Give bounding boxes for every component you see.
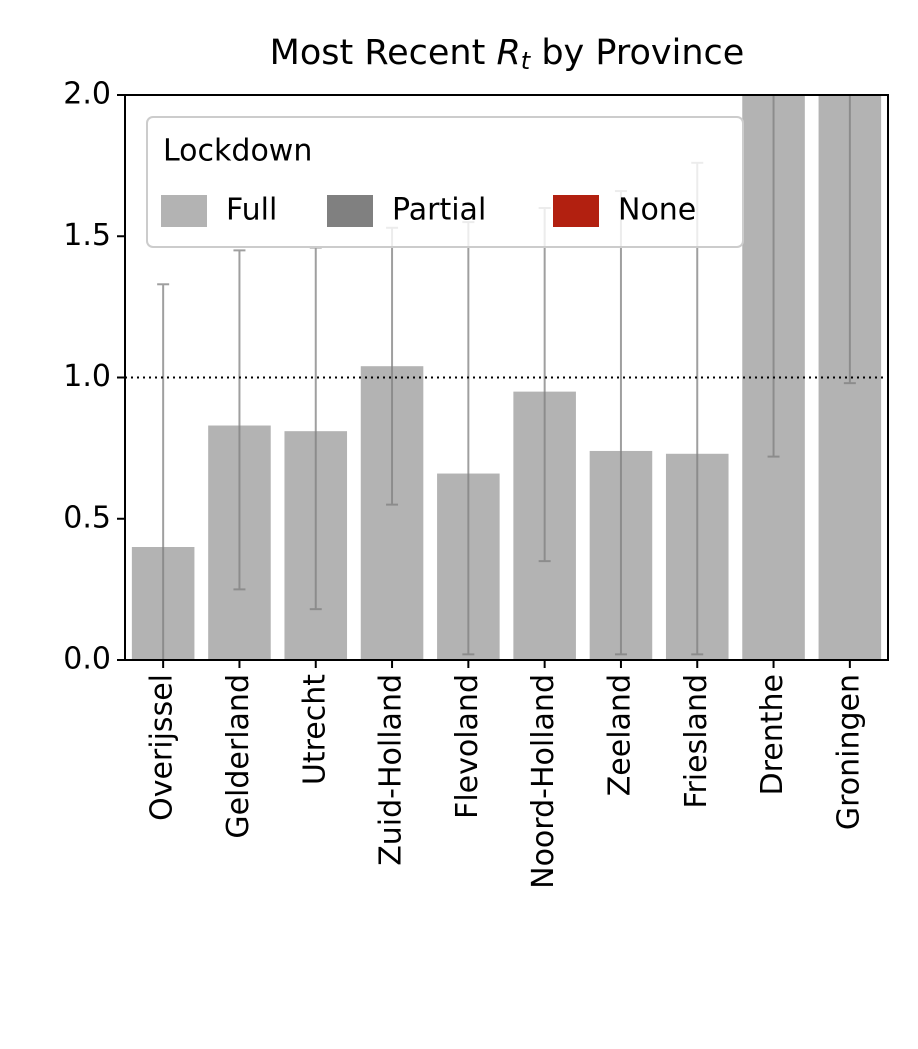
x-tick-label: Zeeland [602,674,637,796]
x-tick-label: Friesland [679,674,714,809]
error-bar [233,249,246,591]
legend-swatch [327,195,373,227]
x-tick-label: Groningen [831,674,866,830]
error-bar [157,283,170,660]
y-tick-label: 1.5 [63,218,111,253]
error-bar [767,95,780,458]
y-tick-label: 1.0 [63,359,111,394]
legend-title: Lockdown [163,134,312,169]
legend-label: Partial [392,193,486,228]
x-tick-label: Flevoland [450,674,485,819]
y-tick-label: 2.0 [63,77,111,112]
x-tick-label: Noord-Holland [526,674,561,889]
legend-swatch [553,195,599,227]
error-bar [843,95,856,385]
title-subscript: t [521,47,532,75]
x-tick-label: Zuid-Holland [374,674,409,866]
title-text: by Province [530,33,744,73]
plot-area [131,95,882,660]
x-tick-label: Utrecht [297,674,332,785]
title-text: Most Recent [270,33,497,73]
y-tick-label: 0.5 [63,500,111,535]
x-tick-label: Gelderland [221,674,256,839]
x-tick-label: Overijssel [145,674,180,821]
x-tick-label: Drenthe [755,674,790,795]
chart-title: Most Recent Rt by Province [270,33,745,75]
legend-label: None [618,193,696,228]
legend-swatch [161,195,207,227]
legend-label: Full [226,193,277,228]
title-symbol: R [496,33,520,73]
y-tick-label: 0.0 [63,642,111,677]
